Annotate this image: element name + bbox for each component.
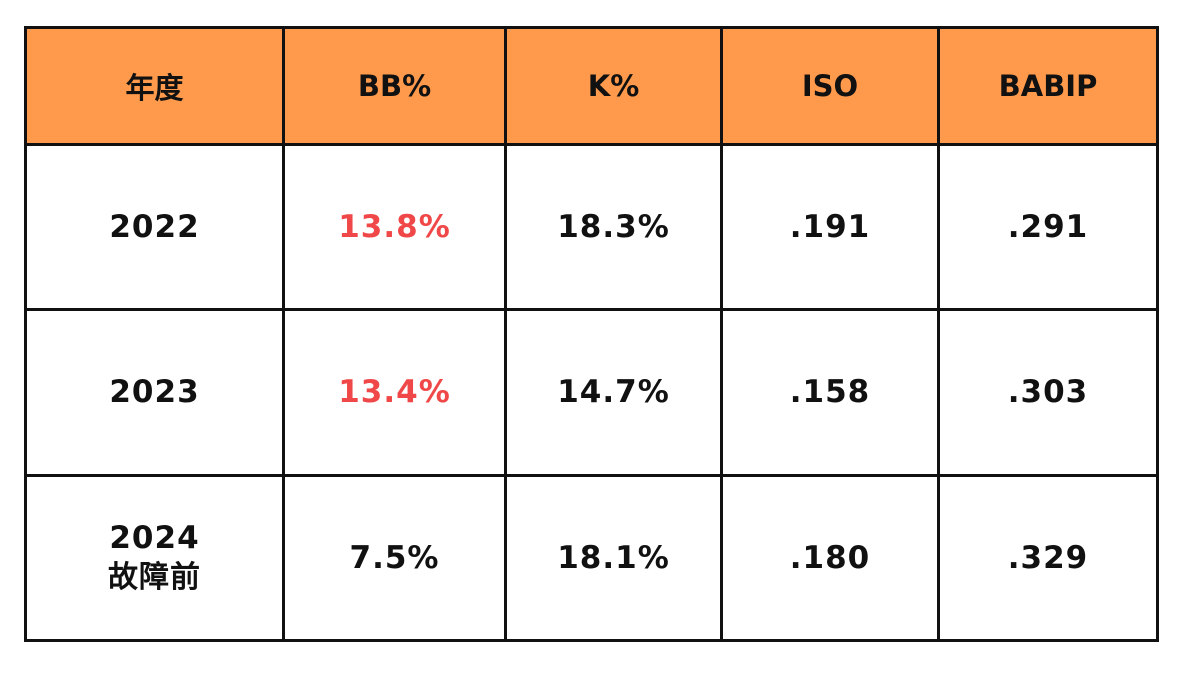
year-cell: 2023 bbox=[24, 308, 285, 477]
iso-cell: .180 bbox=[720, 473, 940, 643]
bb-pct-cell: 13.8% bbox=[282, 142, 507, 312]
year-cell: 2024 故障前 bbox=[24, 473, 285, 643]
iso-cell: .158 bbox=[720, 308, 940, 477]
header-iso: ISO bbox=[720, 26, 940, 146]
header-babip: BABIP bbox=[937, 26, 1159, 146]
header-row: 年度 BB% K% ISO BABIP bbox=[24, 26, 1159, 146]
year-cell: 2022 bbox=[24, 142, 285, 312]
year-note: 故障前 bbox=[108, 560, 201, 596]
year-label: 2023 bbox=[109, 374, 200, 411]
babip-cell: .329 bbox=[937, 473, 1159, 643]
k-pct-cell: 14.7% bbox=[504, 308, 723, 477]
header-year: 年度 bbox=[24, 26, 285, 146]
year-label: 2022 bbox=[109, 209, 200, 246]
header-k-pct: K% bbox=[504, 26, 723, 146]
bb-pct-cell: 13.4% bbox=[282, 308, 507, 477]
year-label: 2024 bbox=[109, 520, 200, 557]
iso-cell: .191 bbox=[720, 142, 940, 312]
table-row: 2023 13.4% 14.7% .158 .303 bbox=[24, 308, 1159, 477]
header-bb-pct: BB% bbox=[282, 26, 507, 146]
k-pct-cell: 18.3% bbox=[504, 142, 723, 312]
babip-cell: .291 bbox=[937, 142, 1159, 312]
babip-cell: .303 bbox=[937, 308, 1159, 477]
k-pct-cell: 18.1% bbox=[504, 473, 723, 643]
bb-pct-cell: 7.5% bbox=[282, 473, 507, 643]
stats-table: 年度 BB% K% ISO BABIP 2022 13.8% 18.3% .19… bbox=[24, 26, 1159, 643]
table-row: 2024 故障前 7.5% 18.1% .180 .329 bbox=[24, 473, 1159, 643]
table-row: 2022 13.8% 18.3% .191 .291 bbox=[24, 142, 1159, 312]
